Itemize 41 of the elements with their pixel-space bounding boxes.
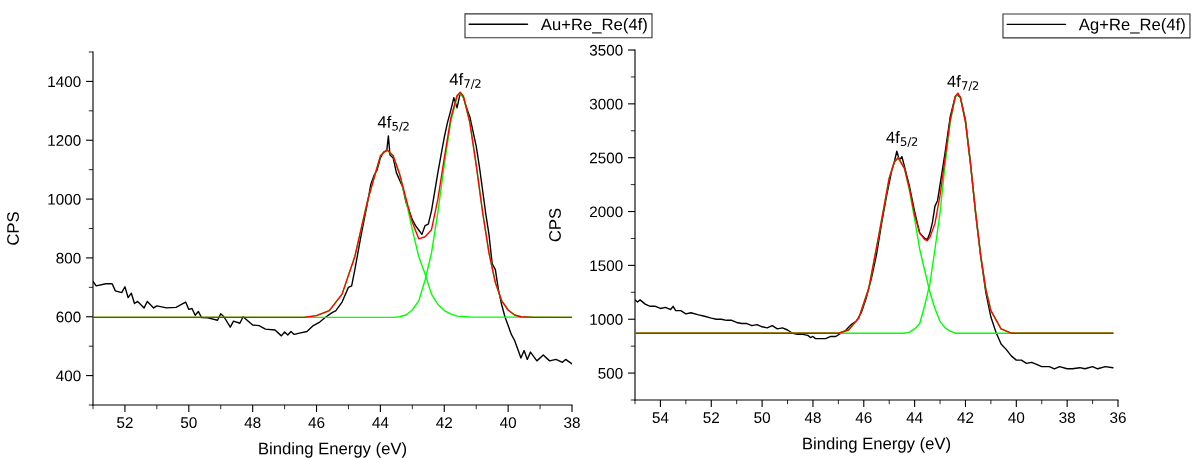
- x-axis-title: Binding Energy (eV): [803, 437, 951, 453]
- y-tick-label: 2000: [589, 206, 623, 218]
- annotation: 4f$_{5/2}$: [886, 131, 918, 147]
- y-tick-label: 400: [56, 370, 81, 382]
- annotation: 4f$_{7/2}$: [449, 73, 481, 89]
- y-tick-label: 3500: [589, 44, 623, 56]
- x-tick-label: 46: [855, 412, 872, 424]
- legend-label: Au+Re_Re(4f): [540, 18, 647, 34]
- x-tick-label: 44: [906, 412, 923, 423]
- annotation: 4f$_{7/2}$: [947, 75, 979, 91]
- x-tick-label: 40: [1008, 412, 1025, 424]
- x-tick-label: 54: [652, 412, 669, 424]
- x-tick-label: 48: [804, 412, 821, 424]
- x-tick-label: 40: [499, 417, 517, 429]
- x-tick-label: 36: [1110, 412, 1126, 424]
- x-axis-title: Binding Energy (eV): [259, 442, 407, 458]
- x-tick-label: 42: [436, 417, 452, 428]
- x-tick-label: 52: [703, 412, 719, 424]
- annotation: 4f$_{5/2}$: [377, 115, 409, 132]
- y-tick-label: 3000: [589, 98, 623, 110]
- x-tick-label: 38: [1059, 412, 1075, 424]
- x-tick-label: 52: [117, 417, 133, 429]
- legend-label: Ag+Re_Re(4f): [1078, 18, 1185, 34]
- x-tick-label: 42: [957, 412, 974, 423]
- y-tick-label: 2500: [589, 152, 623, 164]
- y-tick-label: 1000: [590, 314, 623, 325]
- x-tick-label: 46: [308, 417, 325, 429]
- y-axis-title: CPS: [7, 212, 19, 245]
- y-tick-label: 800: [56, 252, 81, 264]
- x-tick-label: 50: [754, 412, 771, 424]
- x-tick-label: 44: [372, 417, 389, 428]
- y-tick-label: 1000: [48, 193, 81, 205]
- y-axis-title: CPS: [549, 208, 561, 242]
- y-tick-label: 1500: [590, 260, 623, 272]
- x-tick-label: 50: [180, 417, 197, 429]
- y-tick-label: 600: [56, 311, 81, 323]
- x-tick-label: 48: [244, 417, 261, 429]
- y-tick-label: 1400: [48, 76, 81, 88]
- y-tick-label: 500: [598, 367, 623, 379]
- x-tick-label: 38: [564, 417, 580, 429]
- y-tick-label: 1200: [48, 135, 81, 146]
